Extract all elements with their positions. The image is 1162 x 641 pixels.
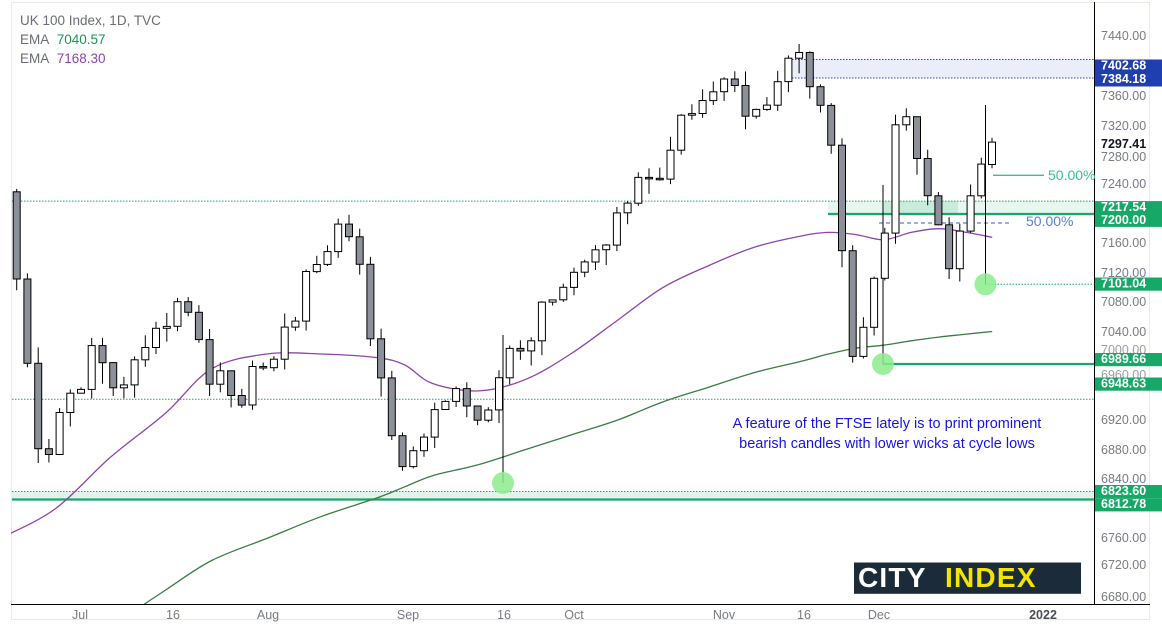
- svg-text:Aug: Aug: [257, 608, 279, 622]
- svg-text:7280.00: 7280.00: [1101, 150, 1146, 164]
- svg-text:7402.68: 7402.68: [1101, 59, 1146, 73]
- svg-text:6880.00: 6880.00: [1101, 443, 1146, 457]
- svg-text:CITY: CITY: [858, 562, 927, 593]
- svg-text:Nov: Nov: [713, 608, 736, 622]
- svg-text:7160.00: 7160.00: [1101, 236, 1146, 250]
- svg-text:7320.00: 7320.00: [1101, 119, 1146, 133]
- svg-text:7217.54: 7217.54: [1101, 200, 1146, 214]
- svg-text:7384.18: 7384.18: [1101, 72, 1146, 86]
- svg-text:7040.00: 7040.00: [1101, 325, 1146, 339]
- svg-text:bearish candles with lower wic: bearish candles with lower wicks at cycl…: [739, 436, 1035, 452]
- svg-text:7360.00: 7360.00: [1101, 89, 1146, 103]
- svg-text:6823.60: 6823.60: [1101, 484, 1146, 498]
- svg-text:6760.00: 6760.00: [1101, 531, 1146, 545]
- svg-text:6920.00: 6920.00: [1101, 413, 1146, 427]
- svg-text:7440.00: 7440.00: [1101, 29, 1146, 43]
- svg-text:Sep: Sep: [397, 608, 419, 622]
- svg-text:A feature of the FTSE lately i: A feature of the FTSE lately is to print…: [733, 416, 1042, 432]
- svg-text:Dec: Dec: [868, 608, 890, 622]
- svg-text:7101.04: 7101.04: [1101, 277, 1146, 291]
- svg-text:Jul: Jul: [72, 608, 88, 622]
- svg-text:6948.63: 6948.63: [1101, 377, 1146, 391]
- svg-text:6680.00: 6680.00: [1101, 590, 1146, 604]
- svg-text:6989.66: 6989.66: [1101, 352, 1146, 366]
- svg-text:16: 16: [797, 608, 811, 622]
- svg-text:50.00%: 50.00%: [1026, 213, 1073, 229]
- svg-text:6720.00: 6720.00: [1101, 558, 1146, 572]
- svg-text:INDEX: INDEX: [945, 562, 1037, 593]
- svg-text:7240.00: 7240.00: [1101, 177, 1146, 191]
- svg-text:7200.00: 7200.00: [1101, 213, 1146, 227]
- svg-text:7080.00: 7080.00: [1101, 295, 1146, 309]
- svg-text:2022: 2022: [1029, 608, 1057, 622]
- svg-text:Oct: Oct: [564, 608, 584, 622]
- svg-text:6812.78: 6812.78: [1101, 497, 1146, 511]
- svg-text:16: 16: [497, 608, 511, 622]
- svg-text:16: 16: [166, 608, 180, 622]
- svg-text:50.00%: 50.00%: [1048, 167, 1095, 183]
- svg-text:7297.41: 7297.41: [1101, 137, 1146, 151]
